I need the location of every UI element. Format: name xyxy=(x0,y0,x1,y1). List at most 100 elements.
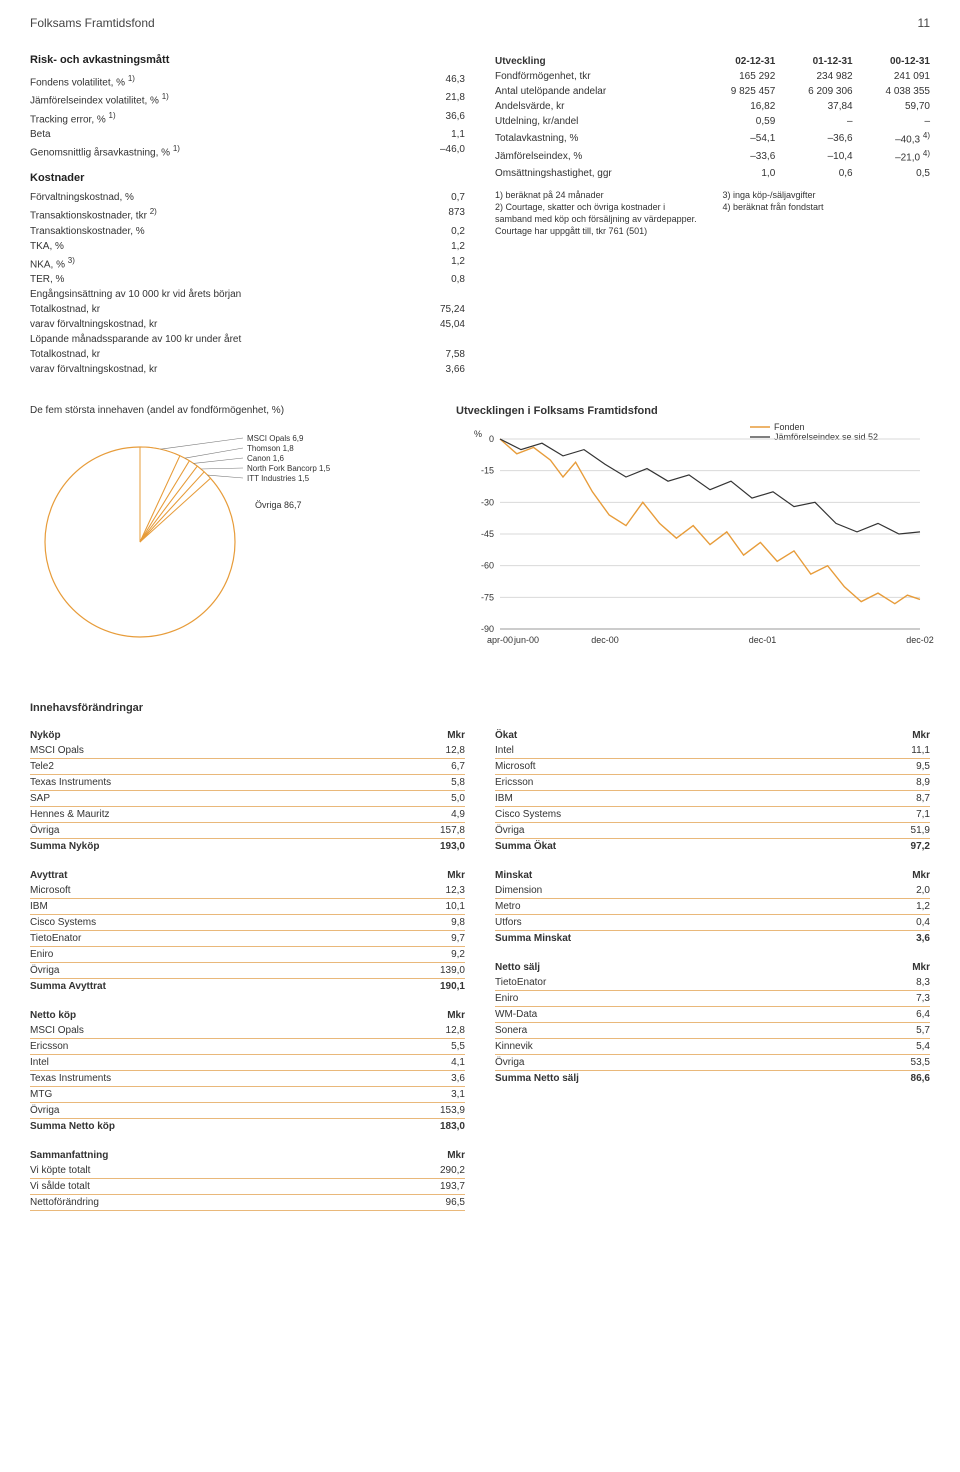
listing-head: Ökat xyxy=(495,728,831,743)
listing-head-r: Mkr xyxy=(362,728,465,743)
listing-label: Vi sålde totalt xyxy=(30,1178,360,1194)
y-tick: -30 xyxy=(481,497,494,507)
dev-cell: – xyxy=(853,114,930,129)
listing-value: 9,8 xyxy=(357,914,465,930)
listing-label: Texas Instruments xyxy=(30,774,362,790)
listing-label: Texas Instruments xyxy=(30,1070,366,1086)
listing-value: 8,7 xyxy=(831,790,930,806)
dev-cell: 37,84 xyxy=(775,99,852,114)
pie-chart: MSCI Opals 6,9Thomson 1,8Canon 1,6North … xyxy=(30,422,410,662)
row-label: Totalkostnad, kr xyxy=(30,347,419,362)
listing-label: Hennes & Mauritz xyxy=(30,806,362,822)
dev-cell: 0,5 xyxy=(853,166,930,181)
listing-value: 4,9 xyxy=(362,806,465,822)
listing-value: 10,1 xyxy=(357,898,465,914)
listing-table: AvyttratMkrMicrosoft12,3IBM10,1Cisco Sys… xyxy=(30,868,465,994)
listing-label: Tele2 xyxy=(30,758,362,774)
listing-label: Intel xyxy=(30,1054,366,1070)
svg-text:%: % xyxy=(474,429,482,439)
listing-table: Netto köpMkrMSCI Opals12,8Ericsson5,5Int… xyxy=(30,1008,465,1134)
y-tick: -15 xyxy=(481,466,494,476)
row-value xyxy=(419,332,465,347)
listing-label: Ericsson xyxy=(495,774,831,790)
listing-value: 139,0 xyxy=(357,962,465,978)
pie-slice-label: North Fork Bancorp 1,5 xyxy=(247,464,331,473)
listing-sum-value: 193,0 xyxy=(362,838,465,854)
listing-value: 157,8 xyxy=(362,822,465,838)
listing-label: MTG xyxy=(30,1086,366,1102)
page-title: Folksams Framtidsfond xyxy=(30,16,155,30)
pie-slice-label: MSCI Opals 6,9 xyxy=(247,434,304,443)
listing-label: IBM xyxy=(30,898,357,914)
x-tick: jun-00 xyxy=(513,635,539,645)
listing-head-r: Mkr xyxy=(357,868,465,883)
row-value: 0,7 xyxy=(419,190,465,205)
listing-value: 53,5 xyxy=(848,1054,930,1070)
listing-value: 153,9 xyxy=(366,1102,465,1118)
innehav-left: NyköpMkrMSCI Opals12,8Tele26,7Texas Inst… xyxy=(30,728,465,1225)
listing-value: 9,7 xyxy=(357,930,465,946)
dev-row-label: Fondförmögenhet, tkr xyxy=(495,69,698,84)
listing-sum-label: Summa Nyköp xyxy=(30,838,362,854)
row-value: –46,0 xyxy=(403,142,465,160)
listing-value: 8,3 xyxy=(848,975,930,991)
listing-head: Sammanfattning xyxy=(30,1148,360,1163)
listing-value: 4,1 xyxy=(366,1054,465,1070)
listing-label: Sonera xyxy=(495,1022,848,1038)
page-header: Folksams Framtidsfond 11 xyxy=(30,16,930,30)
listing-value: 12,3 xyxy=(357,883,465,899)
x-tick: dec-02 xyxy=(906,635,934,645)
listing-sum-value: 3,6 xyxy=(848,930,930,946)
risk-heading: Risk- och avkastningsmått xyxy=(30,54,465,66)
dev-cell: 9 825 457 xyxy=(698,84,775,99)
dev-cell: 16,82 xyxy=(698,99,775,114)
row-value: 36,6 xyxy=(403,109,465,127)
listing-value: 8,9 xyxy=(831,774,930,790)
listing-table: ÖkatMkrIntel11,1Microsoft9,5Ericsson8,9I… xyxy=(495,728,930,854)
row-label: NKA, % 3) xyxy=(30,254,419,272)
row-label: TKA, % xyxy=(30,239,419,254)
listing-value: 9,2 xyxy=(357,946,465,962)
line-title: Utvecklingen i Folksams Framtidsfond xyxy=(456,405,946,417)
row-label: Löpande månadssparande av 100 kr under å… xyxy=(30,332,419,347)
row-value: 75,24 xyxy=(419,302,465,317)
listing-label: Övriga xyxy=(30,1102,366,1118)
listing-head-r: Mkr xyxy=(831,728,930,743)
row-label: Totalkostnad, kr xyxy=(30,302,419,317)
listing-label: Cisco Systems xyxy=(30,914,357,930)
listing-value: 51,9 xyxy=(831,822,930,838)
listing-value: 12,8 xyxy=(366,1023,465,1039)
listing-value: 96,5 xyxy=(360,1194,465,1210)
listing-value: 3,1 xyxy=(366,1086,465,1102)
listing-value: 7,1 xyxy=(831,806,930,822)
risk-table: Fondens volatilitet, % 1)46,3Jämförelsei… xyxy=(30,72,465,160)
dev-col: 02-12-31 xyxy=(698,54,775,69)
row-label: varav förvaltningskostnad, kr xyxy=(30,317,419,332)
row-label: Transaktionskostnader, tkr 2) xyxy=(30,205,419,223)
row-label: varav förvaltningskostnad, kr xyxy=(30,362,419,377)
dev-cell: 6 209 306 xyxy=(775,84,852,99)
listing-sum-label: Summa Netto sälj xyxy=(495,1070,848,1086)
legend-index: Jämförelseindex se sid 52 xyxy=(774,432,878,442)
listing-value: 1,2 xyxy=(848,898,930,914)
row-label: Jämförelseindex volatilitet, % 1) xyxy=(30,90,403,108)
line-section: Utvecklingen i Folksams Framtidsfond Fon… xyxy=(456,405,946,666)
dev-row-label: Antal utelöpande andelar xyxy=(495,84,698,99)
y-tick: 0 xyxy=(489,434,494,444)
listing-table: Netto säljMkrTietoEnator8,3Eniro7,3WM-Da… xyxy=(495,960,930,1086)
pie-other-label: Övriga 86,7 xyxy=(255,500,302,510)
dev-cell: 1,0 xyxy=(698,166,775,181)
listing-label: Övriga xyxy=(495,822,831,838)
listing-value: 0,4 xyxy=(848,914,930,930)
listing-label: SAP xyxy=(30,790,362,806)
dev-cell: 165 292 xyxy=(698,69,775,84)
listing-label: Eniro xyxy=(495,990,848,1006)
y-tick: -90 xyxy=(481,624,494,634)
listing-label: Cisco Systems xyxy=(495,806,831,822)
listing-label: TietoEnator xyxy=(495,975,848,991)
row-value: 21,8 xyxy=(403,90,465,108)
innehav-columns: NyköpMkrMSCI Opals12,8Tele26,7Texas Inst… xyxy=(30,728,930,1225)
dev-row-label: Totalavkastning, % xyxy=(495,129,698,147)
dev-cell: 0,59 xyxy=(698,114,775,129)
row-value: 0,2 xyxy=(419,224,465,239)
